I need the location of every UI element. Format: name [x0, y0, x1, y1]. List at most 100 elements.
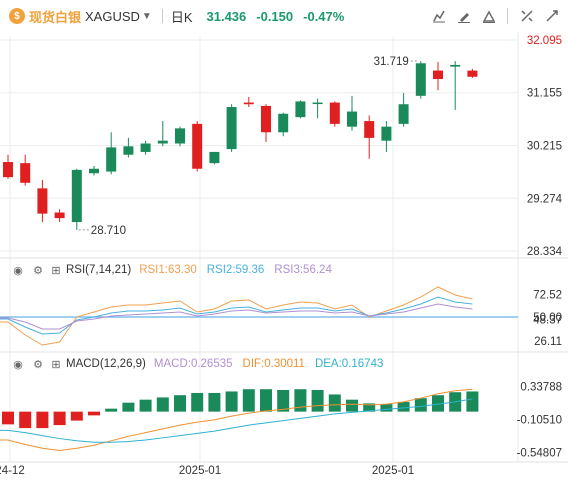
candle	[37, 179, 48, 223]
candle-body	[261, 105, 271, 133]
candle-body	[89, 168, 99, 174]
time-axis-label: 2025-01	[179, 465, 221, 477]
macd-histogram-bar	[156, 397, 169, 412]
macd-histogram-bar	[311, 389, 324, 412]
candle	[175, 126, 185, 147]
candle	[20, 154, 31, 186]
candle-body	[433, 70, 443, 79]
macd-histogram-bar	[88, 411, 100, 416]
candle	[243, 96, 254, 108]
macd-histogram-bar	[139, 399, 152, 412]
candle-body	[226, 107, 237, 150]
rsi-name: RSI(7,14,21)	[66, 264, 132, 276]
candle-body	[278, 113, 289, 133]
candle-body	[20, 163, 31, 183]
macd-histogram-bar	[466, 391, 479, 412]
candle	[364, 115, 375, 159]
dea-value: DEA:0.16743	[314, 358, 384, 370]
candle	[54, 209, 65, 223]
rsi3-line	[0, 303, 473, 330]
candle	[209, 151, 220, 165]
symbol-name[interactable]: 现货白银	[29, 9, 82, 25]
price-change: -0.150	[256, 8, 294, 24]
visibility-eye-icon[interactable]: ◉	[13, 358, 23, 371]
macd-histogram-bar	[53, 411, 66, 426]
dif-line	[0, 388, 473, 452]
rsi-legend: ◉ ⚙ ⊞ RSI(7,14,21) RSI1:63.30 RSI2:59.36…	[0, 261, 342, 279]
candle-body	[467, 70, 478, 77]
period-selector[interactable]: 日K	[170, 9, 193, 25]
candle-body	[37, 188, 48, 214]
macd-histogram-bar	[294, 389, 307, 412]
candle-body	[381, 126, 392, 141]
candle-body	[123, 146, 134, 155]
candle	[278, 112, 289, 137]
macd-histogram-bar	[2, 411, 14, 425]
macd-axis-label: 0.33788	[520, 381, 562, 393]
candle	[261, 104, 271, 142]
candle	[381, 121, 392, 152]
candle-body	[364, 121, 375, 138]
candle-body	[295, 101, 306, 118]
rsi1-line	[0, 286, 473, 346]
macd-histogram-bar	[397, 401, 410, 412]
rsi-axis-label: 48.37	[533, 315, 562, 327]
candle-body	[312, 102, 323, 105]
candle-body	[415, 63, 426, 96]
price-change-percent: -0.47%	[303, 8, 345, 24]
candle-body	[329, 102, 340, 124]
macd-histogram-bar	[19, 411, 32, 429]
visibility-eye-icon[interactable]: ◉	[13, 264, 23, 277]
rsi-axis-label: 50.00	[533, 312, 562, 324]
symbol-code[interactable]: XAGUSD	[85, 8, 140, 24]
indicator-menu-icon[interactable]: ⊞	[51, 358, 61, 371]
fullscreen-icon[interactable]	[517, 6, 537, 26]
candle	[312, 98, 323, 119]
rsi1-value: RSI1:63.30	[139, 264, 197, 276]
rsi3-value: RSI3:56.24	[274, 264, 332, 276]
candle	[226, 104, 237, 152]
candle-body	[140, 143, 151, 152]
toolbar-divider	[507, 8, 508, 24]
high-annotation: 31.719	[374, 56, 409, 68]
indicator-menu-icon[interactable]: ⊞	[51, 264, 61, 277]
low-annotation: 28.710	[91, 225, 126, 237]
candle	[295, 100, 306, 119]
rsi-axis-label: 72.52	[533, 289, 562, 301]
candle-body	[54, 212, 65, 219]
candle	[433, 62, 443, 91]
settings-gear-icon[interactable]: ⚙	[33, 358, 43, 371]
macd-histogram-bar	[242, 389, 255, 412]
rsi2-line	[0, 296, 473, 335]
settings-gear-icon[interactable]: ⚙	[33, 264, 43, 277]
macd-histogram-bar	[414, 398, 427, 412]
toolbar	[424, 6, 562, 26]
draw-pen-icon[interactable]	[454, 6, 474, 26]
popout-icon[interactable]	[542, 6, 562, 26]
symbol-logo-icon: $	[9, 8, 25, 24]
settings-icon[interactable]	[479, 6, 499, 26]
macd-histogram-bar	[174, 395, 186, 412]
candle-body	[157, 140, 168, 144]
candle	[467, 68, 478, 78]
candle-body	[347, 111, 357, 127]
macd-histogram-bar	[105, 408, 118, 412]
candle-body	[398, 104, 409, 124]
price-axis-label: 28.334	[527, 246, 563, 258]
candle-body	[209, 151, 220, 164]
candle-body	[3, 162, 13, 178]
price-axis-label: 32.095	[527, 35, 562, 47]
candle	[157, 121, 168, 147]
macd-histogram-bar	[70, 411, 83, 421]
macd-histogram-bar	[36, 411, 49, 429]
candle	[415, 61, 426, 99]
symbol-dropdown-caret-icon[interactable]: ▼	[141, 10, 152, 22]
candle	[329, 101, 340, 127]
candle	[106, 132, 117, 175]
macd-histogram-bar	[432, 395, 444, 412]
price-axis-label: 30.215	[527, 140, 562, 152]
last-price: 31.436	[206, 8, 247, 24]
indicator-icon[interactable]	[429, 6, 449, 26]
macd-histogram-bar	[191, 392, 204, 412]
